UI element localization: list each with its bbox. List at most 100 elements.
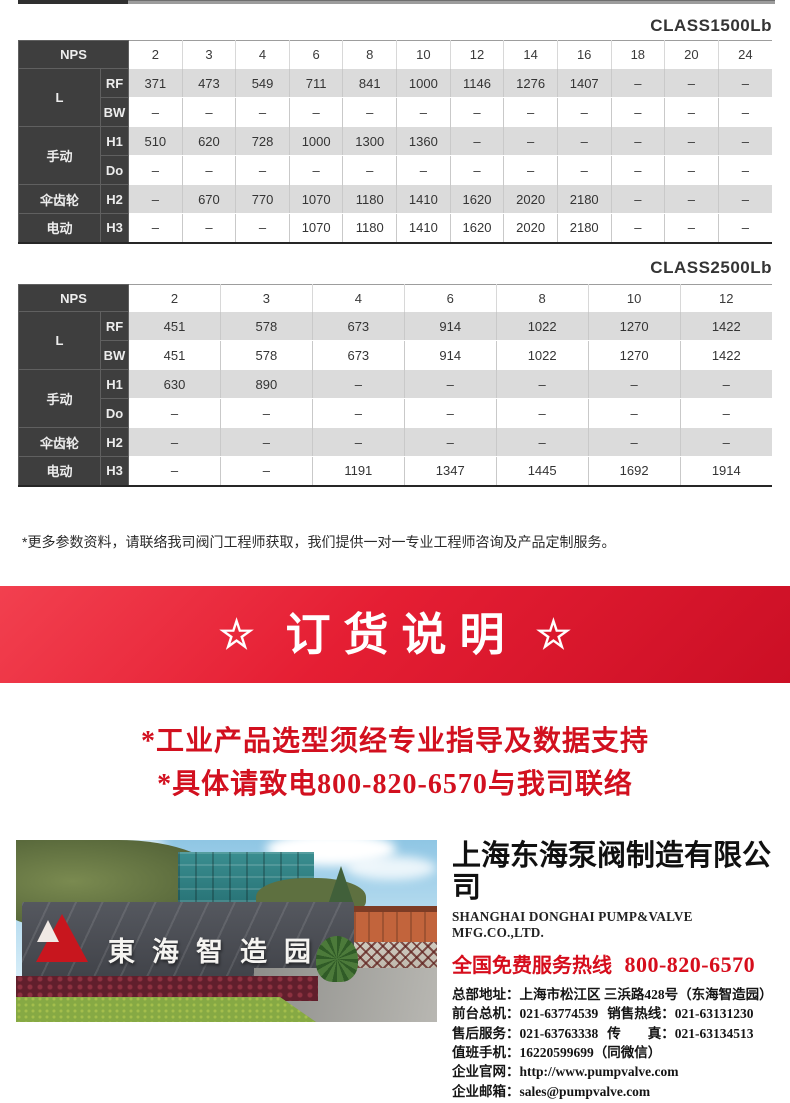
star-icon: ☆ — [535, 612, 572, 657]
entrance-wall: 東海智造园 — [22, 902, 354, 986]
row-group-label: 电动 — [18, 213, 101, 243]
contact-value: http://www.pumpvalve.com — [519, 1064, 679, 1080]
value-cell: 841 — [342, 68, 397, 98]
value-cell: 1000 — [396, 68, 451, 98]
value-cell: – — [679, 427, 772, 457]
service-hotline: 全国免费服务热线 800-820-6570 — [452, 949, 788, 978]
value-cell: 620 — [181, 126, 236, 156]
value-cell: 1410 — [396, 184, 451, 214]
value-cell: – — [503, 97, 558, 127]
value-cell: 890 — [219, 369, 313, 399]
value-cell: – — [587, 427, 681, 457]
value-cell: – — [587, 369, 681, 399]
nps-header-cell: NPS — [17, 284, 130, 312]
value-cell: 1276 — [503, 68, 558, 98]
value-cell: 1191 — [311, 456, 405, 486]
value-cell: 451 — [128, 311, 221, 341]
contact-line: 前台总机：021-63774539 销售热线：021-63131230 — [452, 1004, 788, 1023]
row-sub-label: RF — [99, 68, 130, 98]
value-cell: 914 — [403, 311, 497, 341]
row-sub-label: H3 — [99, 213, 130, 243]
previous-table-remnant-gray — [128, 0, 775, 4]
value-cell: – — [342, 97, 397, 127]
row-sub-label: H2 — [99, 184, 130, 214]
column-header: 20 — [664, 40, 719, 69]
value-cell: – — [449, 126, 504, 156]
lawn — [16, 997, 316, 1022]
value-cell: – — [587, 398, 681, 428]
row-sub-label: BW — [99, 97, 130, 127]
row-group-label: 手动 — [18, 369, 101, 428]
column-header: 12 — [679, 284, 772, 312]
cloud — [346, 856, 436, 880]
value-cell: 1360 — [396, 126, 451, 156]
company-info: 上海东海泵阀制造有限公司 SHANGHAI DONGHAI PUMP&VALVE… — [452, 840, 788, 1101]
row-sub-label: Do — [99, 155, 130, 185]
value-cell: 578 — [219, 340, 313, 370]
contact-label: 企业官网： — [452, 1064, 520, 1080]
value-cell: – — [128, 398, 221, 428]
value-cell: 1422 — [679, 340, 772, 370]
contact-value: 021-63774539 — [519, 1006, 599, 1022]
dimension-table-class1500: NPS 2 3 4 6 8 10 12 14 16 18 20 24 L RF 371 473 549 711 841… — [17, 40, 772, 244]
contact-value: 021-63134513 — [674, 1025, 754, 1041]
column-header: 18 — [610, 40, 665, 69]
row-group-label: L — [18, 68, 101, 127]
value-cell: – — [311, 369, 405, 399]
value-cell: – — [717, 126, 772, 156]
contact-value: 021-63131230 — [674, 1006, 754, 1022]
company-name-cn: 上海东海泵阀制造有限公司 — [452, 840, 772, 904]
row-group-label: 伞齿轮 — [18, 184, 101, 214]
row-sub-label: BW — [99, 340, 130, 370]
value-cell: 728 — [235, 126, 290, 156]
column-header: 2 — [128, 284, 221, 312]
value-cell: 2180 — [556, 184, 611, 214]
value-cell: 371 — [128, 68, 183, 98]
nps-header-cell: NPS — [17, 40, 130, 69]
contact-label: 前台总机： — [452, 1006, 520, 1022]
company-name-en: SHANGHAI DONGHAI PUMP&VALVE MFG.CO.,LTD. — [452, 908, 693, 940]
value-cell: 1022 — [495, 340, 589, 370]
column-header: 14 — [503, 40, 558, 69]
column-header: 16 — [556, 40, 611, 69]
value-cell: – — [664, 155, 719, 185]
contact-lines: 总部地址：上海市松江区 三浜路428号（东海智造园） 前台总机：021-63774… — [452, 985, 788, 1101]
column-header: 6 — [288, 40, 343, 69]
value-cell: – — [128, 184, 183, 214]
column-header: 4 — [311, 284, 405, 312]
contact-line: 企业官网：http://www.pumpvalve.com — [452, 1062, 788, 1081]
column-header: 3 — [219, 284, 313, 312]
value-cell: – — [403, 369, 497, 399]
value-cell: – — [181, 155, 236, 185]
value-cell: 1692 — [587, 456, 681, 486]
contact-line: 售后服务：021-63763338 传 真：021-63134513 — [452, 1024, 788, 1043]
column-header: 6 — [403, 284, 497, 312]
table-row: Do – – – – – – – — [19, 398, 772, 428]
value-cell: 1347 — [403, 456, 497, 486]
value-cell: – — [128, 213, 183, 243]
column-header: 10 — [587, 284, 681, 312]
value-cell: – — [495, 369, 589, 399]
table-row: 电动 H3– –1191 1347 1445 1692 1914 — [18, 456, 772, 486]
value-cell: – — [449, 97, 504, 127]
value-cell: 1410 — [396, 213, 451, 243]
value-cell: 670 — [181, 184, 236, 214]
value-cell: – — [717, 155, 772, 185]
table-row: 手动 H1 630 890– – – – – — [18, 369, 772, 428]
table-row: L RF 451 578 673 914 1022 1270 1422 — [18, 311, 772, 370]
value-cell: – — [495, 427, 589, 457]
column-header: 10 — [396, 40, 451, 69]
value-cell: – — [610, 155, 665, 185]
value-cell: – — [610, 126, 665, 156]
contact-line: 总部地址：上海市松江区 三浜路428号（东海智造园） — [452, 985, 788, 1004]
value-cell: – — [288, 97, 343, 127]
row-group-label: 伞齿轮 — [18, 427, 101, 457]
column-header: 8 — [342, 40, 397, 69]
footnote: *更多参数资料，请联络我司阀门工程师获取，我们提供一对一专业工程师咨询及产品定制… — [22, 534, 616, 550]
value-cell: – — [235, 213, 290, 243]
value-cell: – — [311, 427, 405, 457]
value-cell: – — [128, 456, 221, 486]
star-icon: ☆ — [218, 612, 255, 657]
value-cell: 1407 — [556, 68, 611, 98]
